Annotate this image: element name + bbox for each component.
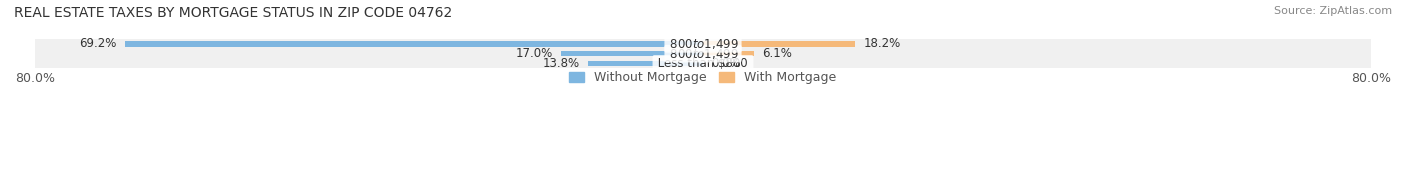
Text: REAL ESTATE TAXES BY MORTGAGE STATUS IN ZIP CODE 04762: REAL ESTATE TAXES BY MORTGAGE STATUS IN … <box>14 6 453 20</box>
Text: 0.0%: 0.0% <box>711 57 741 70</box>
Bar <box>561 51 703 56</box>
Text: Source: ZipAtlas.com: Source: ZipAtlas.com <box>1274 6 1392 16</box>
Bar <box>35 49 1371 59</box>
Text: 18.2%: 18.2% <box>863 37 901 50</box>
Text: 13.8%: 13.8% <box>543 57 579 70</box>
Bar <box>125 41 703 47</box>
Text: 69.2%: 69.2% <box>80 37 117 50</box>
Text: 6.1%: 6.1% <box>762 47 792 60</box>
Legend: Without Mortgage, With Mortgage: Without Mortgage, With Mortgage <box>569 71 837 84</box>
Bar <box>703 41 855 47</box>
Text: $800 to $1,499: $800 to $1,499 <box>666 47 740 61</box>
Text: $800 to $1,499: $800 to $1,499 <box>666 37 740 51</box>
Text: Less than $800: Less than $800 <box>654 57 752 70</box>
Bar <box>35 59 1371 68</box>
Bar <box>703 51 754 56</box>
Text: 17.0%: 17.0% <box>516 47 553 60</box>
Bar <box>35 39 1371 49</box>
Bar <box>588 61 703 66</box>
